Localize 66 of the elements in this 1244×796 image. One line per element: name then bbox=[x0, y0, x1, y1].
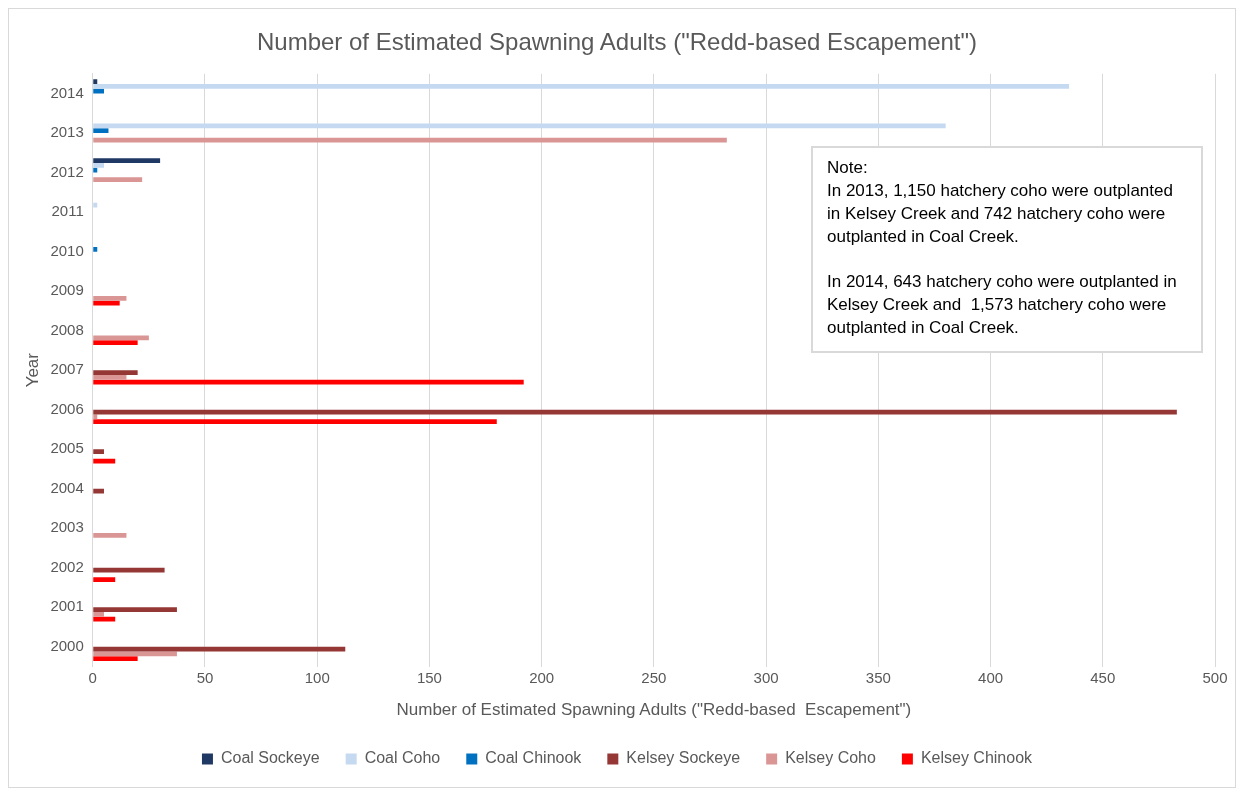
bar bbox=[93, 335, 149, 341]
x-tick-label: 400 bbox=[978, 668, 1004, 686]
y-tick-label: 2001 bbox=[50, 597, 84, 615]
bar bbox=[93, 607, 177, 613]
x-tick-label: 50 bbox=[196, 668, 214, 686]
y-tick-label: 2004 bbox=[50, 478, 84, 496]
legend-label: Kelsey Chinook bbox=[920, 749, 1034, 767]
annotation: In 2013, 1,150 hatchery coho were outplanted in Kelsey Creek and 742 hatchery coho were outplanted in Coal Creek. bbox=[827, 180, 1174, 248]
x-axis-title: Number of Estimated Spawning Adults ("Redd-based Escapement") bbox=[396, 700, 912, 720]
bar bbox=[93, 158, 161, 164]
x-tick-label: 150 bbox=[416, 668, 442, 686]
bar bbox=[93, 646, 346, 652]
bar bbox=[93, 414, 98, 420]
x-tick-label: 350 bbox=[865, 668, 891, 686]
annotation: Note: bbox=[827, 157, 869, 179]
y-tick-label: 2012 bbox=[50, 162, 84, 180]
bar bbox=[93, 340, 138, 345]
bar bbox=[93, 616, 116, 622]
bar bbox=[93, 577, 116, 583]
legend-label: Kelsey Sockeye bbox=[626, 749, 741, 767]
bar bbox=[93, 137, 727, 143]
y-tick-label: 2014 bbox=[50, 83, 84, 101]
x-tick-label: 200 bbox=[529, 668, 555, 686]
bar bbox=[93, 656, 138, 662]
legend-label: Coal Chinook bbox=[485, 749, 583, 767]
y-tick-label: 2002 bbox=[50, 557, 84, 575]
legend-label: Kelsey Coho bbox=[785, 749, 876, 767]
x-tick-label: 300 bbox=[753, 668, 779, 686]
y-tick-label: 2003 bbox=[50, 518, 84, 536]
y-tick-label: 2007 bbox=[50, 360, 84, 378]
y-tick-label: 2005 bbox=[50, 439, 84, 457]
y-tick-label: 2006 bbox=[50, 399, 84, 417]
bar bbox=[93, 374, 127, 380]
y-tick-label: 2011 bbox=[51, 202, 84, 220]
note-box: Note: In 2013, 1,150 hatchery coho were outplanted in Kelsey Creek and 742 hatchery coho were outplanted in Coal Creek. In 2014, 643 hatchery coho were outplanted in Kelsey Creek and 1,573 hatchery coho were outplanted in Coal Creek. bbox=[811, 146, 1203, 353]
y-tick-label: 2010 bbox=[50, 241, 84, 259]
y-axis-title: Year bbox=[22, 352, 42, 388]
x-tick-label: 0 bbox=[88, 668, 97, 686]
y-tick-label: 2013 bbox=[50, 123, 84, 141]
bar bbox=[93, 79, 98, 85]
legend-label: Coal Coho bbox=[364, 749, 441, 767]
y-tick-label: 2008 bbox=[50, 320, 84, 338]
bar bbox=[93, 488, 104, 494]
bar bbox=[93, 449, 104, 454]
bar bbox=[93, 419, 497, 424]
bar bbox=[93, 128, 109, 134]
bar bbox=[93, 88, 104, 94]
bar bbox=[93, 177, 143, 183]
bar bbox=[93, 295, 127, 301]
annotation: In 2014, 643 hatchery coho were outplanted in Kelsey Creek and 1,573 hatchery coho were outplanted in Coal Creek. bbox=[827, 271, 1178, 339]
bar bbox=[93, 246, 98, 252]
bar bbox=[93, 167, 98, 173]
bar bbox=[93, 567, 165, 573]
bar bbox=[93, 84, 1070, 89]
x-tick-label: 250 bbox=[641, 668, 667, 686]
x-tick-label: 100 bbox=[304, 668, 330, 686]
legend-label: Coal Sockeye bbox=[220, 749, 320, 767]
bar bbox=[93, 163, 104, 168]
bar bbox=[93, 612, 104, 617]
bar bbox=[93, 533, 127, 538]
chart-title: Number of Estimated Spawning Adults ("Redd-based Escapement") bbox=[256, 28, 978, 56]
y-tick-label: 2000 bbox=[50, 636, 84, 654]
x-tick-label: 450 bbox=[1090, 668, 1116, 686]
y-tick-label: 2009 bbox=[50, 281, 84, 299]
bar bbox=[93, 370, 138, 375]
x-tick-label: 500 bbox=[1202, 668, 1228, 686]
